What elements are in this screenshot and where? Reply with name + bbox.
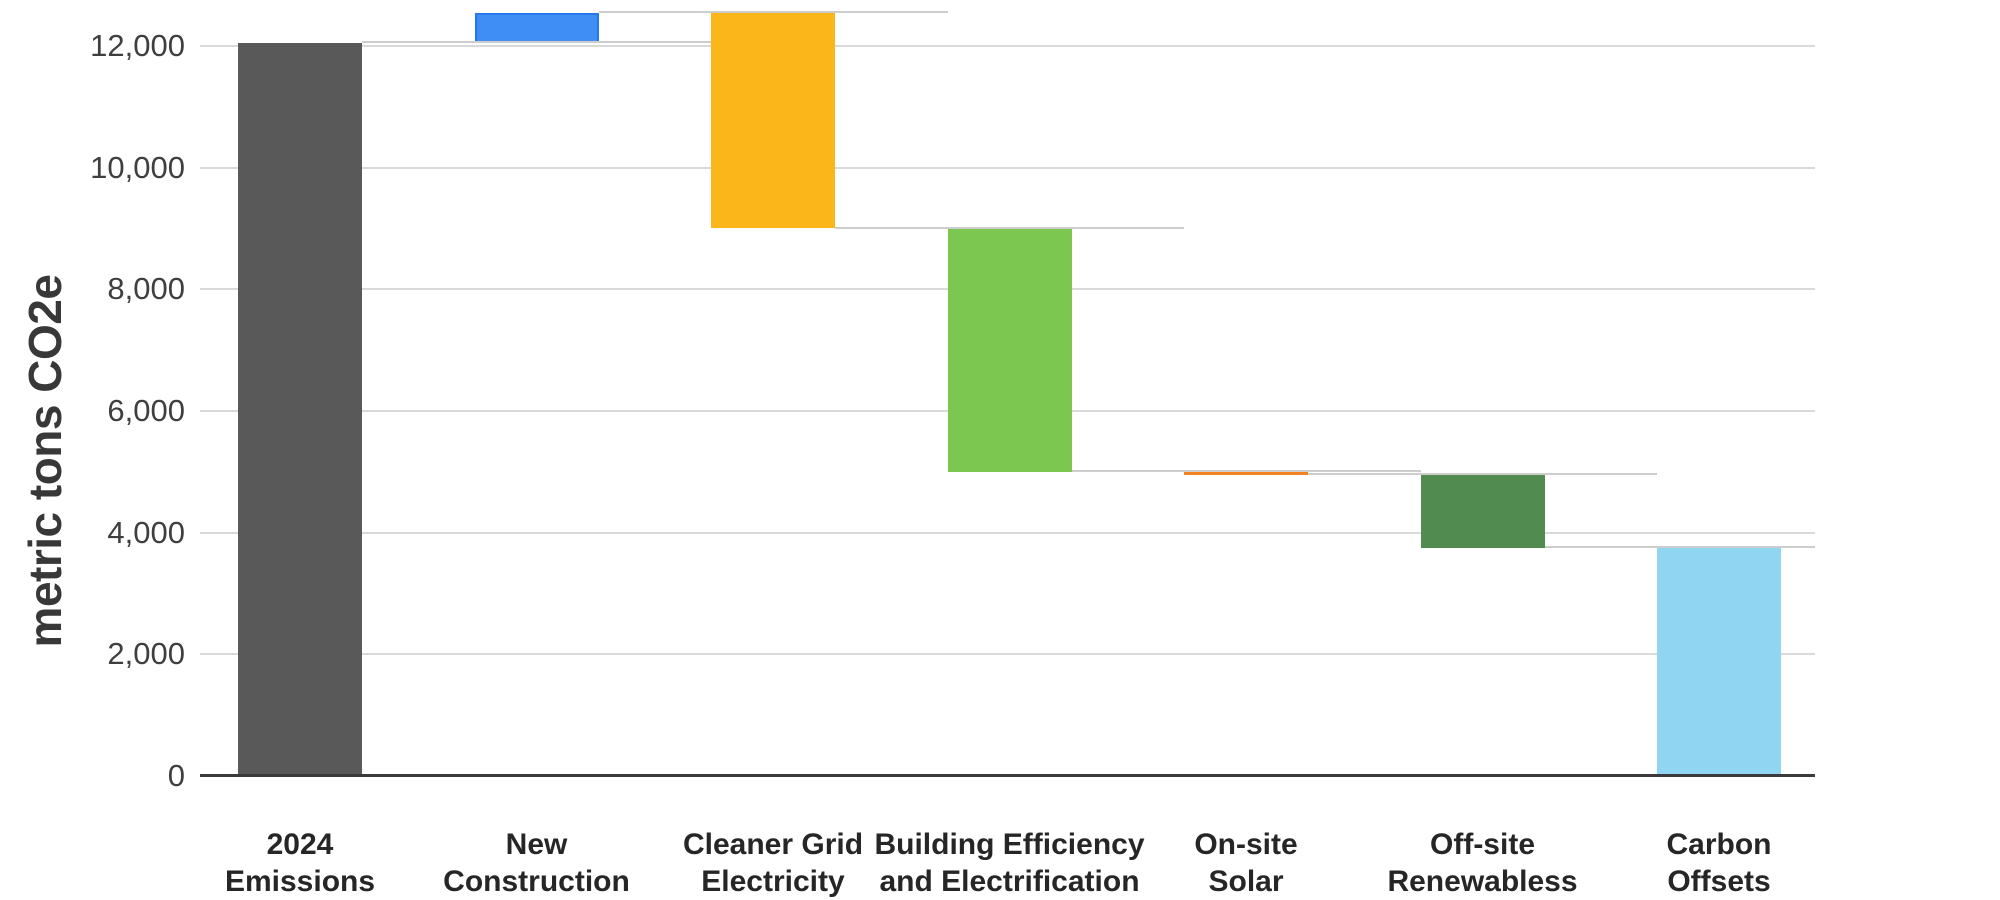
waterfall-bar-cleaner-grid-electricity bbox=[711, 12, 835, 229]
connector-line bbox=[1544, 545, 1815, 548]
x-category-label-carbon-offsets: Carbon Offsets bbox=[1559, 826, 1879, 900]
connector-line bbox=[362, 40, 711, 43]
y-tick-label: 10,000 bbox=[90, 149, 185, 185]
connector-line bbox=[1071, 469, 1421, 472]
x-category-label-line: Electricity bbox=[701, 865, 845, 898]
y-tick-label: 0 bbox=[167, 758, 185, 793]
x-category-label-line: Offsets bbox=[1667, 865, 1771, 898]
x-category-label-line: Solar bbox=[1208, 865, 1284, 898]
x-category-label-line: On-site bbox=[1194, 828, 1298, 861]
x-category-label-2024-emissions: 2024 Emissions bbox=[140, 826, 460, 900]
gridline-4000 bbox=[200, 531, 1815, 534]
y-tick-label: 2,000 bbox=[107, 636, 185, 672]
waterfall-bar-off-site-renewabless bbox=[1420, 474, 1545, 548]
y-tick-label: 8,000 bbox=[107, 271, 185, 307]
x-category-label-line: Off-site bbox=[1430, 828, 1535, 861]
waterfall-bar-2024-emissions bbox=[238, 42, 362, 776]
gridline-12000 bbox=[200, 45, 1815, 47]
x-category-label-cleaner-grid-electricity: Cleaner Grid Electricity bbox=[613, 826, 933, 900]
x-category-label-line: Carbon bbox=[1666, 828, 1772, 861]
waterfall-bar-on-site-solar bbox=[1184, 471, 1308, 475]
y-tick-label: 4,000 bbox=[107, 514, 185, 550]
x-category-label-line: 2024 bbox=[266, 828, 334, 861]
x-category-label-line: Emissions bbox=[224, 865, 376, 898]
y-tick-label: 6,000 bbox=[107, 393, 185, 428]
waterfall-bar-carbon-offsets bbox=[1657, 547, 1781, 776]
connector-line bbox=[1308, 472, 1657, 475]
x-axis-line bbox=[200, 774, 1815, 777]
x-category-label-line: Construction bbox=[443, 865, 630, 898]
x-category-label-line: Cleaner Grid bbox=[682, 828, 864, 861]
x-category-label-on-site-solar: On-site Solar bbox=[1086, 826, 1406, 900]
connector-line bbox=[598, 10, 948, 13]
y-tick-label: 12,000 bbox=[90, 28, 185, 63]
connector-line bbox=[835, 226, 1184, 229]
x-category-label-new-construction: New Construction bbox=[377, 826, 697, 900]
gridline-2000 bbox=[200, 653, 1815, 656]
x-category-label-line: Building Efficiency bbox=[874, 828, 1145, 861]
x-category-label-building-efficiency-and-electrification: Building Efficiency and Electrification bbox=[850, 826, 1170, 900]
waterfall-bar-new-construction bbox=[474, 12, 599, 43]
x-category-label-line: New bbox=[505, 828, 568, 861]
x-category-label-off-site-renewabless: Off-site Renewabless bbox=[1323, 826, 1643, 900]
gridline-10000 bbox=[200, 166, 1815, 169]
x-category-label-line: Renewabless bbox=[1387, 865, 1578, 898]
x-category-label-line: and Electrification bbox=[879, 865, 1140, 898]
waterfall-bar-building-efficiency-and-electrification bbox=[947, 228, 1072, 472]
